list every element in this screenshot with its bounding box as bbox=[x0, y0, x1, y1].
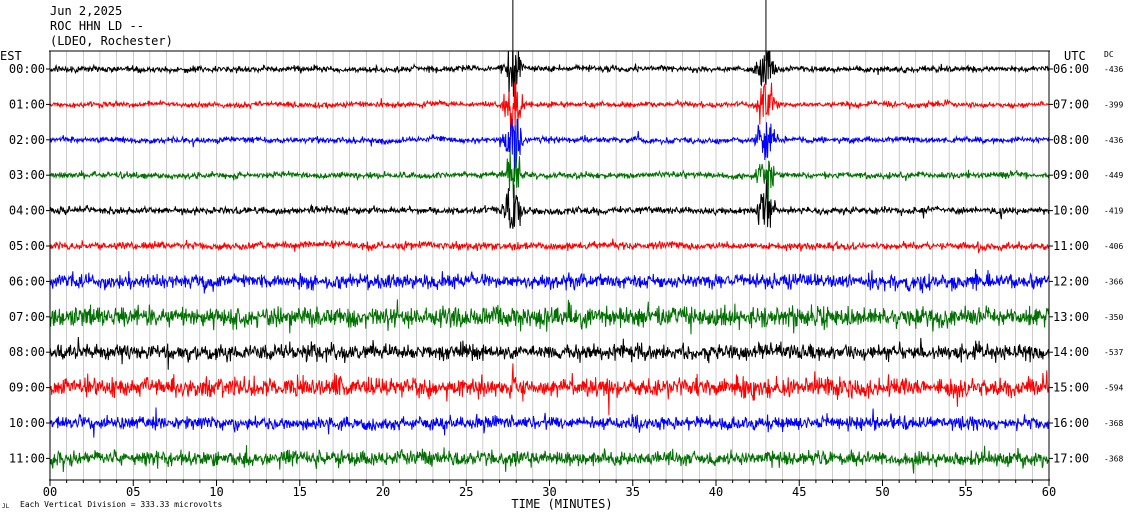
utc-label: 07:00 bbox=[1053, 97, 1089, 111]
utc-label: 15:00 bbox=[1053, 381, 1089, 395]
est-label: 01:00 bbox=[9, 97, 45, 111]
dc-value: -399 bbox=[1104, 100, 1123, 109]
trace-0200 bbox=[49, 118, 1050, 182]
utc-label: 06:00 bbox=[1053, 62, 1089, 76]
grid-lines bbox=[49, 51, 1050, 480]
utc-label: 12:00 bbox=[1053, 274, 1089, 288]
utc-label: 13:00 bbox=[1053, 310, 1089, 324]
scale-note: Each Vertical Division = 333.33 microvol… bbox=[20, 500, 223, 509]
x-tick-label: 15 bbox=[293, 485, 307, 499]
est-label: 00:00 bbox=[9, 62, 45, 76]
trace-1000 bbox=[49, 407, 1050, 438]
x-tick-label: 20 bbox=[376, 485, 390, 499]
trace-0000 bbox=[50, 51, 1050, 99]
chart-station: ROC HHN LD -- bbox=[50, 19, 144, 33]
event-spikes bbox=[512, 0, 767, 61]
dc-value: -368 bbox=[1104, 454, 1123, 463]
utc-labels: 06:00 07:00 08:00 09:00 10:00 11:00 12:00 13:00… bbox=[1053, 62, 1089, 465]
x-tick-label: 30 bbox=[542, 485, 556, 499]
x-tick-label: 35 bbox=[626, 485, 640, 499]
trace-0500 bbox=[49, 238, 1050, 254]
dc-value: -594 bbox=[1104, 384, 1123, 393]
dc-labels: -436 -399 -436 -449 -419 -406 -366 -350 -537 -594… bbox=[1104, 65, 1123, 463]
utc-label: 11:00 bbox=[1053, 239, 1089, 253]
trace-0700 bbox=[49, 299, 1050, 335]
dc-value: -366 bbox=[1104, 277, 1123, 286]
utc-label: 10:00 bbox=[1053, 204, 1089, 218]
est-label: 07:00 bbox=[9, 310, 45, 324]
x-tick-label: 40 bbox=[709, 485, 723, 499]
dc-value: -436 bbox=[1104, 65, 1123, 74]
trace-0300 bbox=[49, 133, 1050, 206]
x-tick-labels: 00 05 10 15 20 25 30 35 40 45 50 55 60 bbox=[43, 485, 1056, 499]
est-label: 04:00 bbox=[9, 204, 45, 218]
utc-label: 14:00 bbox=[1053, 345, 1089, 359]
dc-value: -350 bbox=[1104, 313, 1123, 322]
x-tick-label: 60 bbox=[1042, 485, 1056, 499]
est-label: 11:00 bbox=[9, 451, 45, 465]
chart-date: Jun 2,2025 bbox=[50, 4, 123, 18]
dc-value: -406 bbox=[1104, 242, 1123, 251]
utc-label: 08:00 bbox=[1053, 133, 1089, 147]
est-label: 09:00 bbox=[9, 381, 45, 395]
dc-value: -436 bbox=[1104, 136, 1123, 145]
utc-axis-label: UTC bbox=[1064, 49, 1086, 63]
x-tick-label: 55 bbox=[959, 485, 973, 499]
est-label: 10:00 bbox=[9, 416, 45, 430]
x-tick-label: 10 bbox=[209, 485, 223, 499]
dc-value: -368 bbox=[1104, 419, 1123, 428]
trace-1100 bbox=[49, 445, 1049, 474]
x-tick-label: 05 bbox=[126, 485, 140, 499]
x-tick-label: 00 bbox=[43, 485, 57, 499]
footer-mark: JL bbox=[2, 503, 10, 510]
trace-0600 bbox=[49, 268, 1050, 294]
dc-value: -419 bbox=[1104, 207, 1123, 216]
est-label: 06:00 bbox=[9, 274, 45, 288]
seismic-traces bbox=[49, 51, 1050, 474]
est-labels: 00:00 01:00 02:00 03:00 04:00 05:00 06:00 07:00… bbox=[9, 62, 45, 465]
est-label: 08:00 bbox=[9, 345, 45, 359]
utc-label: 16:00 bbox=[1053, 416, 1089, 430]
est-label: 02:00 bbox=[9, 133, 45, 147]
x-axis-title: TIME (MINUTES) bbox=[511, 497, 612, 511]
trace-0100 bbox=[49, 82, 1050, 137]
est-axis-label: EST bbox=[0, 49, 22, 63]
trace-0900 bbox=[49, 363, 1050, 416]
est-label: 05:00 bbox=[9, 239, 45, 253]
chart-network: (LDEO, Rochester) bbox=[50, 34, 173, 48]
utc-label: 17:00 bbox=[1053, 451, 1089, 465]
x-tick-label: 25 bbox=[459, 485, 473, 499]
utc-label: 09:00 bbox=[1053, 168, 1089, 182]
trace-0400 bbox=[49, 180, 1050, 229]
axes-frame bbox=[46, 50, 1053, 486]
dc-value: -449 bbox=[1104, 171, 1123, 180]
dc-axis-label: DC bbox=[1104, 50, 1114, 59]
x-tick-label: 45 bbox=[792, 485, 806, 499]
trace-0800 bbox=[49, 336, 1050, 370]
dc-value: -537 bbox=[1104, 348, 1123, 357]
est-label: 03:00 bbox=[9, 168, 45, 182]
x-tick-label: 50 bbox=[875, 485, 889, 499]
